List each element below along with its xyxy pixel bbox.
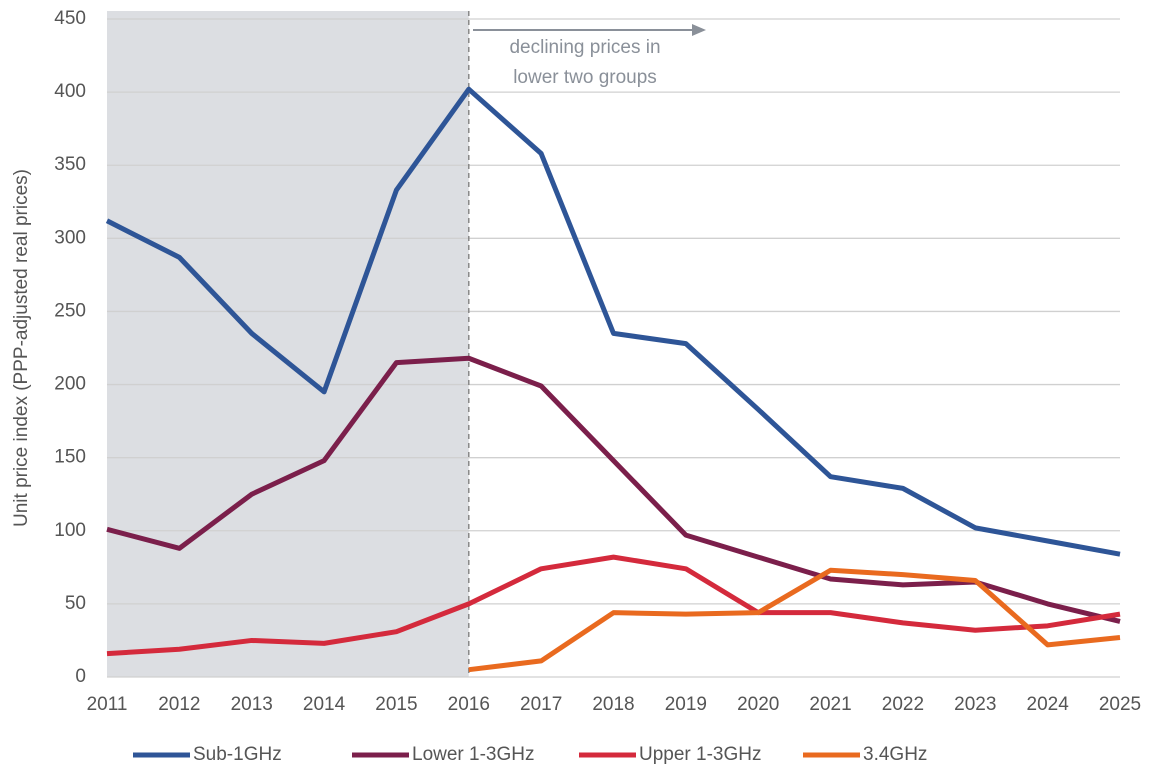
- y-tick-label: 50: [65, 593, 86, 614]
- x-tick-label: 2015: [375, 694, 417, 715]
- y-tick-label: 400: [54, 81, 86, 102]
- background-layer: [107, 11, 1120, 678]
- y-tick-label: 450: [54, 8, 86, 29]
- series-line: [468, 567, 1121, 673]
- y-tick-label: 200: [54, 374, 86, 395]
- legend-label: Lower 1-3GHz: [412, 744, 535, 765]
- series-line: [106, 554, 1121, 657]
- annotation-arrowhead: [692, 24, 706, 36]
- x-tick-label: 2019: [665, 694, 707, 715]
- y-axis-label: Unit price index (PPP-adjusted real pric…: [11, 169, 32, 527]
- x-tick-label: 2016: [448, 694, 490, 715]
- x-tick-label: 2013: [231, 694, 273, 715]
- x-tick-label: 2014: [303, 694, 346, 715]
- y-tick-label: 0: [75, 666, 86, 687]
- x-tick-label: 2020: [737, 694, 779, 715]
- x-tick-label: 2012: [158, 694, 200, 715]
- x-tick-label: 2022: [882, 694, 924, 715]
- y-tick-label: 150: [54, 447, 86, 468]
- series-line: [106, 355, 1121, 624]
- x-tick-label: 2021: [809, 694, 851, 715]
- x-tick-label: 2023: [954, 694, 996, 715]
- x-tick-label: 2017: [520, 694, 562, 715]
- x-tick-label: 2024: [1027, 694, 1070, 715]
- y-tick-label: 100: [54, 520, 86, 541]
- annotation: lower two groups: [513, 67, 657, 88]
- shaded-region: [107, 11, 469, 677]
- y-tick-label: 250: [54, 300, 86, 321]
- annotation: declining prices in: [509, 37, 660, 58]
- x-tick-label: 2018: [592, 694, 634, 715]
- y-tick-label: 300: [54, 227, 86, 248]
- x-tick-label: 2011: [87, 694, 128, 715]
- legend-label: Sub-1GHz: [193, 744, 282, 765]
- series-line: [105, 86, 1121, 557]
- x-tick-label: 2025: [1099, 694, 1141, 715]
- legend-label: Upper 1-3GHz: [639, 744, 762, 765]
- y-tick-label: 350: [54, 154, 86, 175]
- legend-label: 3.4GHz: [863, 744, 927, 765]
